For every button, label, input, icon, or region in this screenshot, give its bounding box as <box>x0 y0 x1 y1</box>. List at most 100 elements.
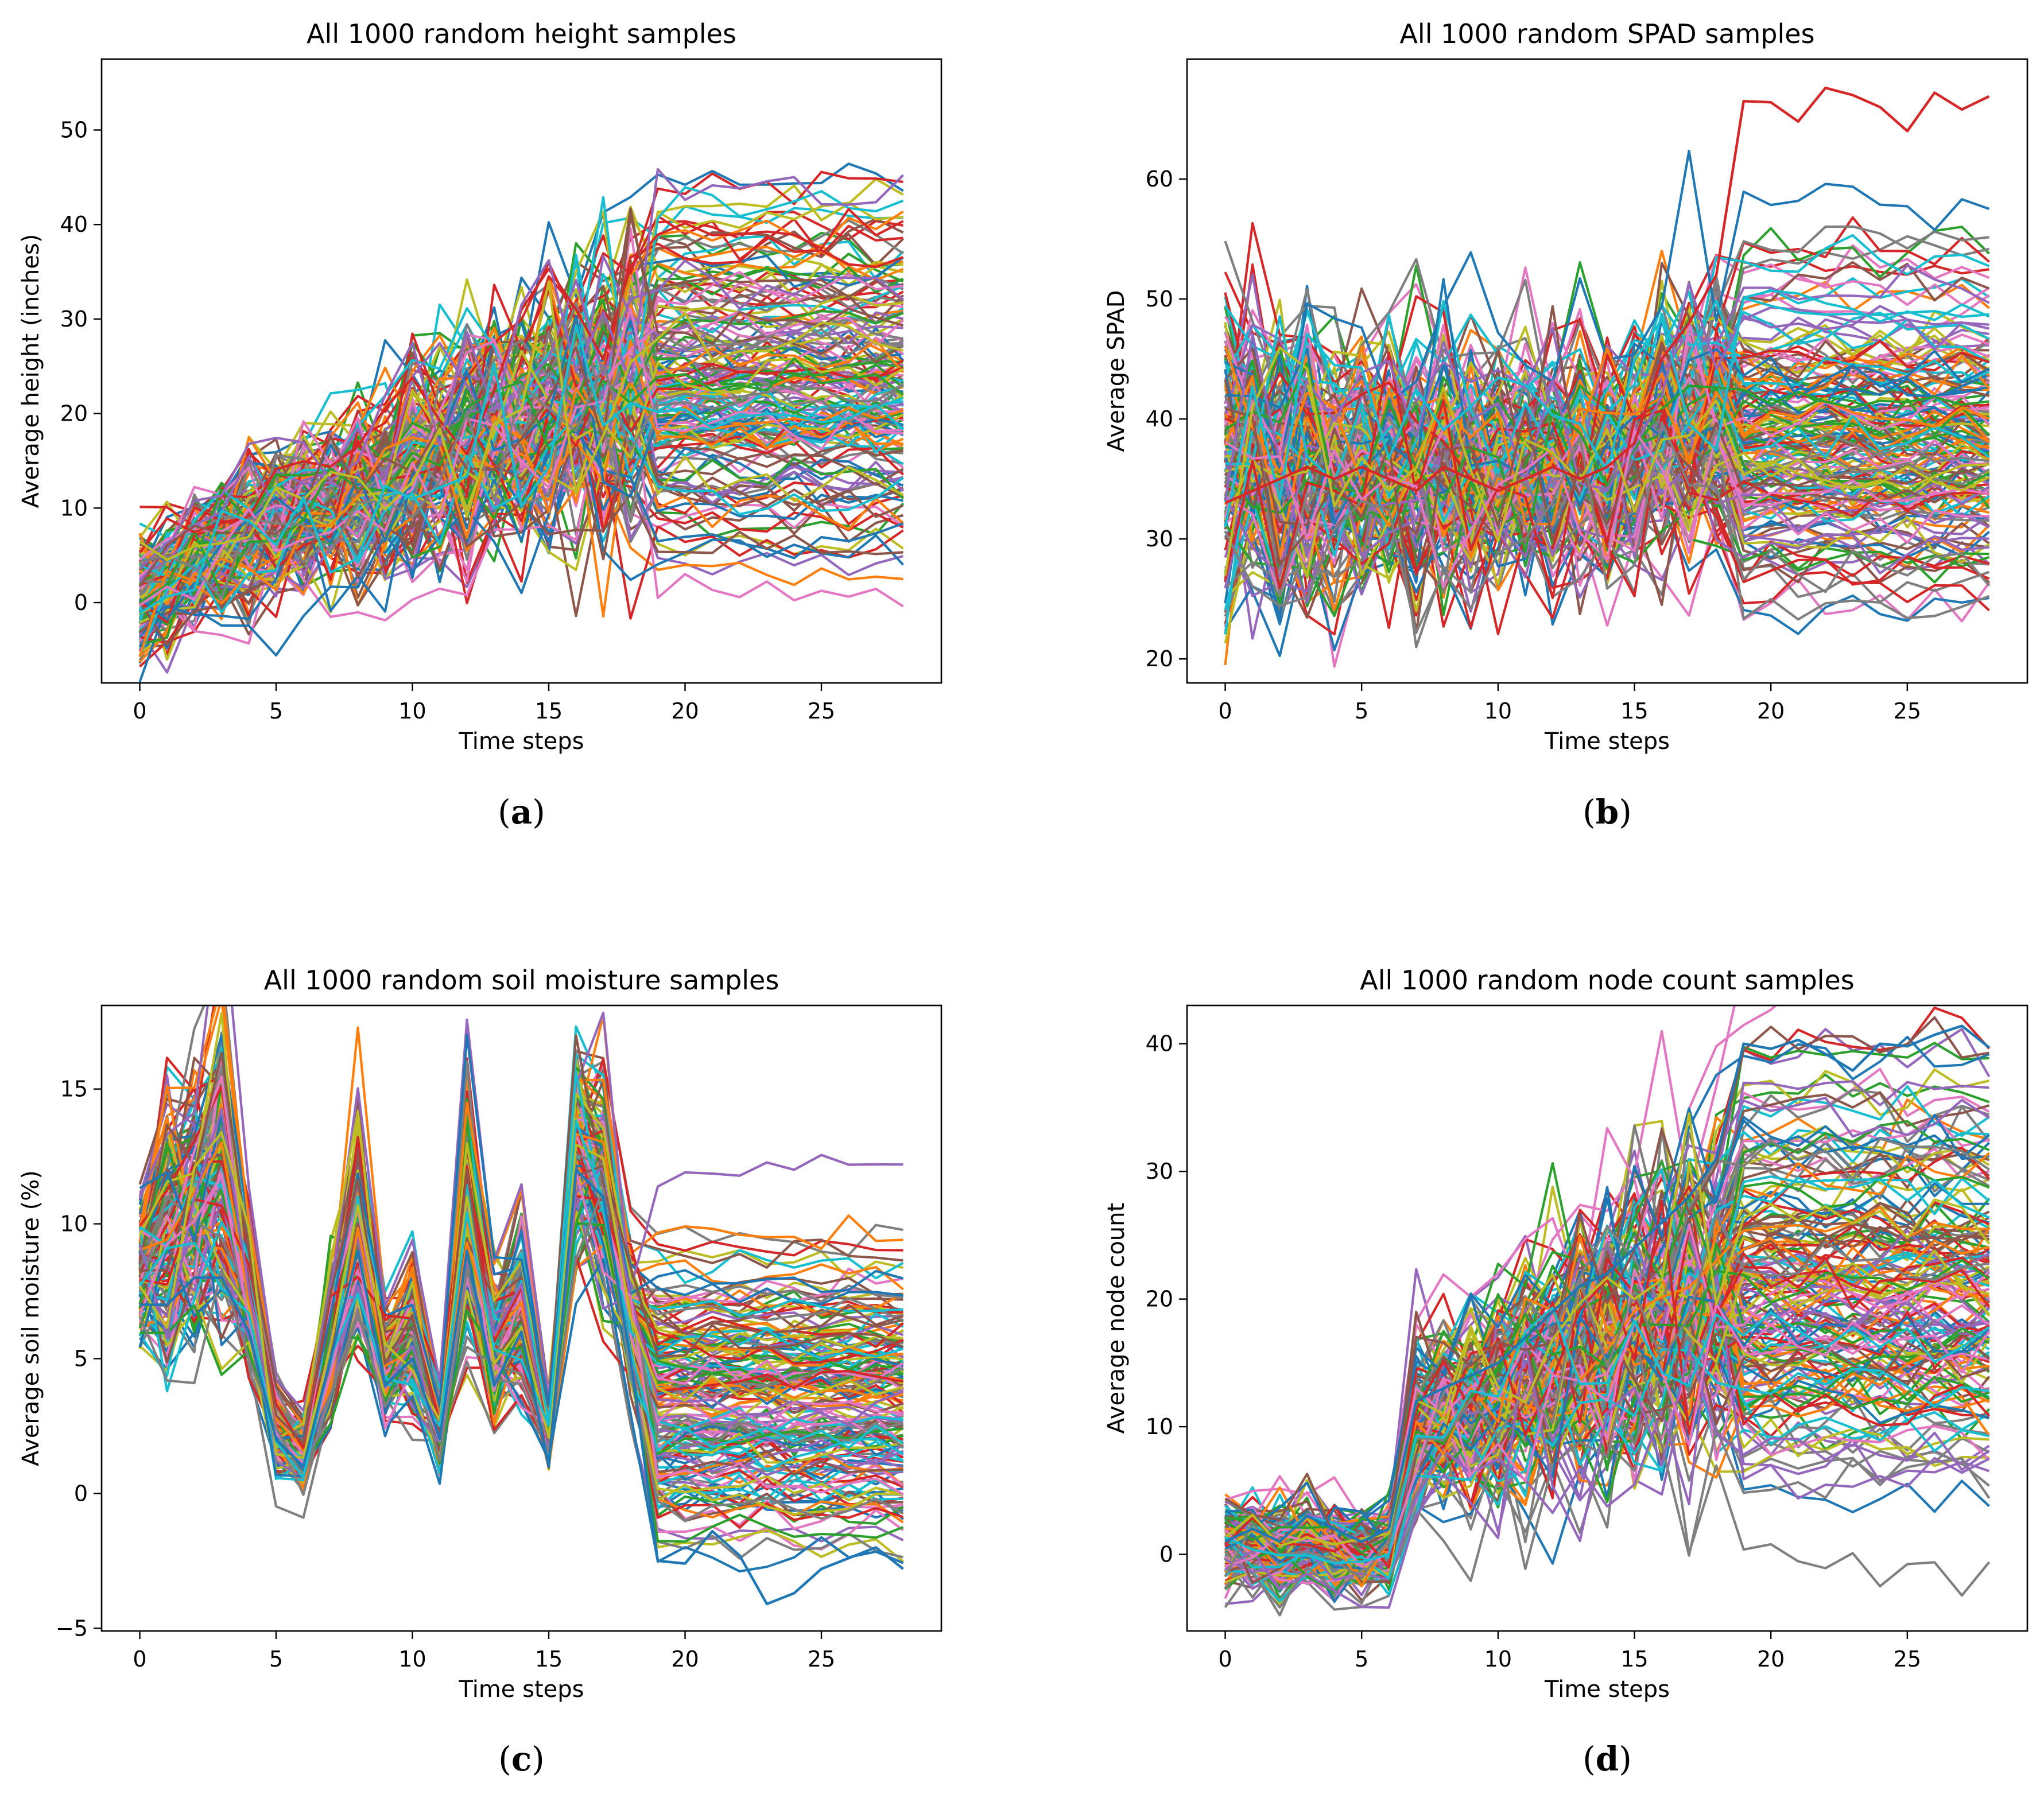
series-line <box>1224 407 1990 634</box>
series-line <box>139 170 903 528</box>
y-tick-label: 20 <box>1146 1287 1173 1312</box>
series-line <box>139 363 904 600</box>
series-line <box>138 168 904 582</box>
series-line <box>1224 1335 1991 1609</box>
x-tick-label: 10 <box>398 1646 426 1672</box>
y-tick-label: 40 <box>1146 1031 1173 1057</box>
chart-title: All 1000 random height samples <box>307 18 736 49</box>
series-line <box>1224 1360 1991 1611</box>
series-line <box>1224 421 1991 634</box>
series-line <box>1224 1016 1989 1548</box>
y-tick-label: 15 <box>60 1077 88 1102</box>
series-line <box>139 367 904 624</box>
x-tick-label: 20 <box>671 1646 699 1672</box>
y-tick-label: 20 <box>60 401 88 426</box>
series-line <box>139 397 904 624</box>
chart-panel-a: 0 5 10 15 20 25 0 10 20 30 40 50 All 1000 random hei… <box>18 18 943 832</box>
series-line <box>139 1051 904 1444</box>
series-line <box>1224 340 1990 501</box>
series-line <box>1224 1343 1990 1609</box>
panel-label: (d) <box>1583 1739 1632 1778</box>
series-line <box>1225 1107 1990 1559</box>
series-line <box>1224 1269 1990 1581</box>
series-line <box>139 280 904 561</box>
series-line <box>138 1034 904 1422</box>
x-tick-label: 20 <box>1757 698 1785 724</box>
series-line <box>1225 278 1990 526</box>
series-line <box>139 250 904 572</box>
x-tick-label: 5 <box>269 1646 283 1672</box>
series-line <box>139 324 904 614</box>
series-line <box>138 1131 904 1459</box>
x-tick-label: 15 <box>535 698 563 724</box>
series-line <box>138 430 904 648</box>
x-tick-label: 10 <box>1484 1646 1512 1672</box>
x-tick-label: 25 <box>1894 698 1921 724</box>
x-tick-label: 0 <box>133 1646 146 1672</box>
series-line <box>1224 362 1989 553</box>
series-line <box>1224 346 1990 576</box>
series-line <box>1224 345 1990 528</box>
series-line <box>1224 289 1990 527</box>
y-tick-label: 10 <box>60 495 88 521</box>
x-tick-label: 5 <box>269 698 283 724</box>
x-tick-label: 15 <box>1620 698 1648 724</box>
series-line <box>138 339 903 607</box>
y-tick-label: 30 <box>1146 526 1173 551</box>
series-line <box>139 357 904 604</box>
x-tick-label: 25 <box>1894 1646 1921 1672</box>
series-line <box>1224 1275 1989 1582</box>
series-line <box>1224 309 1990 472</box>
plot-frame <box>1186 1004 2029 1632</box>
y-axis-label: Average node count <box>1103 1203 1130 1434</box>
series-line <box>1224 1213 1989 1580</box>
chart-title: All 1000 random SPAD samples <box>1399 18 1814 49</box>
x-tick-label: 0 <box>1218 698 1232 724</box>
y-tick-label: 30 <box>60 306 88 332</box>
series-line <box>138 398 904 657</box>
x-tick-label: 5 <box>1355 1646 1368 1672</box>
series-line <box>1224 282 1989 500</box>
series-line <box>1224 1234 1989 1580</box>
y-tick-label: 40 <box>60 212 88 237</box>
chart-panel-b: 0 5 10 15 20 25 20 30 40 50 60 All 1000 random SPAD… <box>1103 18 2029 832</box>
y-axis-label: Average SPAD <box>1103 290 1130 452</box>
x-tick-label: 20 <box>671 698 699 724</box>
x-tick-label: 10 <box>1484 698 1512 724</box>
y-tick-label: 20 <box>1146 646 1173 671</box>
x-axis-label: Time steps <box>1544 728 1670 755</box>
x-axis-label: Time steps <box>459 1676 584 1703</box>
y-tick-label: 60 <box>1146 166 1173 192</box>
series-group <box>138 1005 905 1606</box>
series-group <box>138 162 905 682</box>
series-line <box>1225 1166 1990 1554</box>
series-line <box>1224 1295 1990 1570</box>
x-tick-label: 0 <box>1218 1646 1232 1672</box>
outlier-series-line <box>1224 1024 1990 1543</box>
series-line <box>1224 385 1990 597</box>
plot-frame <box>100 58 943 684</box>
x-axis-label: Time steps <box>459 728 584 755</box>
series-group <box>1224 86 1991 668</box>
series-line <box>1224 1302 1991 1568</box>
x-tick-label: 25 <box>808 1646 835 1672</box>
chart-panel-d: 0 5 10 15 20 25 0 10 20 30 40 All 1000 random node … <box>1103 965 2029 1778</box>
y-tick-label: 30 <box>1146 1159 1173 1184</box>
x-tick-label: 5 <box>1355 698 1368 724</box>
plot-frame <box>100 1004 943 1632</box>
series-line <box>138 208 904 554</box>
series-line <box>139 210 904 566</box>
y-tick-label: 40 <box>1146 406 1173 432</box>
series-line <box>138 213 904 588</box>
outlier-series-line <box>1224 86 1990 504</box>
x-tick-label: 15 <box>535 1646 563 1672</box>
outlier-series-line <box>139 1168 904 1606</box>
series-line <box>1224 1112 1991 1547</box>
panel-label: (b) <box>1583 793 1632 832</box>
y-tick-label: 0 <box>74 1481 88 1506</box>
plot-frame <box>1186 58 2029 684</box>
x-tick-label: 25 <box>808 698 835 724</box>
y-tick-label: 50 <box>1146 286 1173 312</box>
y-tick-label: 10 <box>1146 1414 1173 1439</box>
